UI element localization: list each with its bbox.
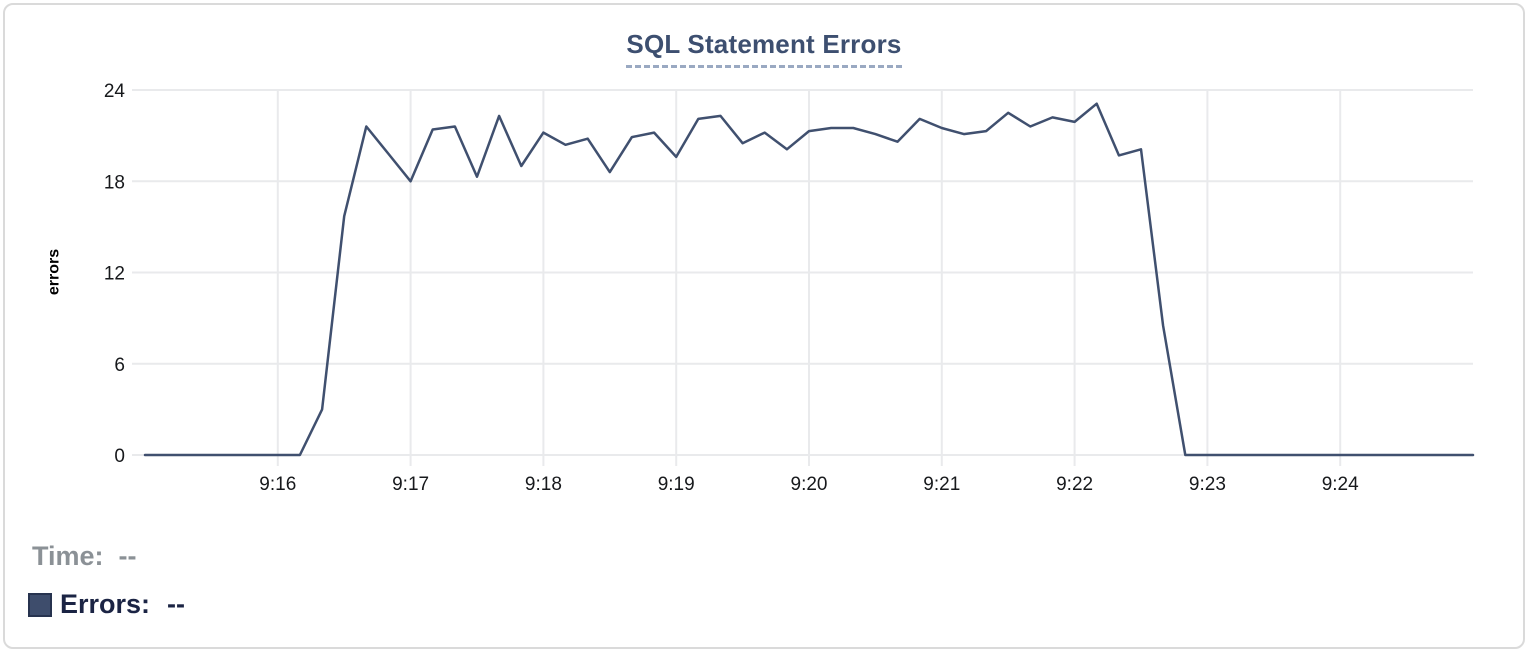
y-axis-label: errors (46, 249, 63, 295)
time-label: Time: (32, 541, 104, 571)
x-tick-label: 9:17 (392, 474, 429, 495)
errors-series-swatch-icon (28, 592, 52, 617)
time-value: -- (118, 541, 137, 571)
x-tick-label: 9:24 (1322, 474, 1359, 495)
x-tick-label: 9:18 (525, 474, 562, 495)
x-tick-label: 9:20 (791, 474, 828, 495)
chart-header: SQL Statement Errors (5, 29, 1523, 68)
chart-card: 0 6 12 18 24 9:16 9:17 9:18 9:19 9:20 9:21 9:22 9:23… (3, 3, 1525, 649)
readout-errors-row: Errors: -- (28, 589, 185, 620)
x-tick-label: 9:22 (1056, 474, 1093, 495)
errors-value: -- (167, 589, 186, 619)
y-tick-label: 24 (104, 81, 126, 102)
y-tick-label: 12 (104, 264, 125, 285)
x-tick-label: 9:23 (1189, 474, 1226, 495)
y-tick-label: 18 (104, 172, 125, 193)
hover-readout: Time: -- Errors: -- (28, 541, 185, 620)
errors-label: Errors: (60, 589, 151, 619)
y-tick-label: 0 (114, 446, 125, 467)
x-tick-label: 9:21 (923, 474, 960, 495)
sql-errors-line-chart[interactable]: 0 6 12 18 24 9:16 9:17 9:18 9:19 9:20 9:21 9:22 9:23… (5, 5, 1527, 517)
y-tick-label: 6 (114, 355, 125, 376)
errors-series-line (143, 102, 1475, 457)
readout-time-row: Time: -- (32, 541, 185, 572)
x-tick-label: 9:19 (658, 474, 695, 495)
chart-title[interactable]: SQL Statement Errors (626, 29, 902, 68)
x-tick-label: 9:16 (259, 474, 296, 495)
